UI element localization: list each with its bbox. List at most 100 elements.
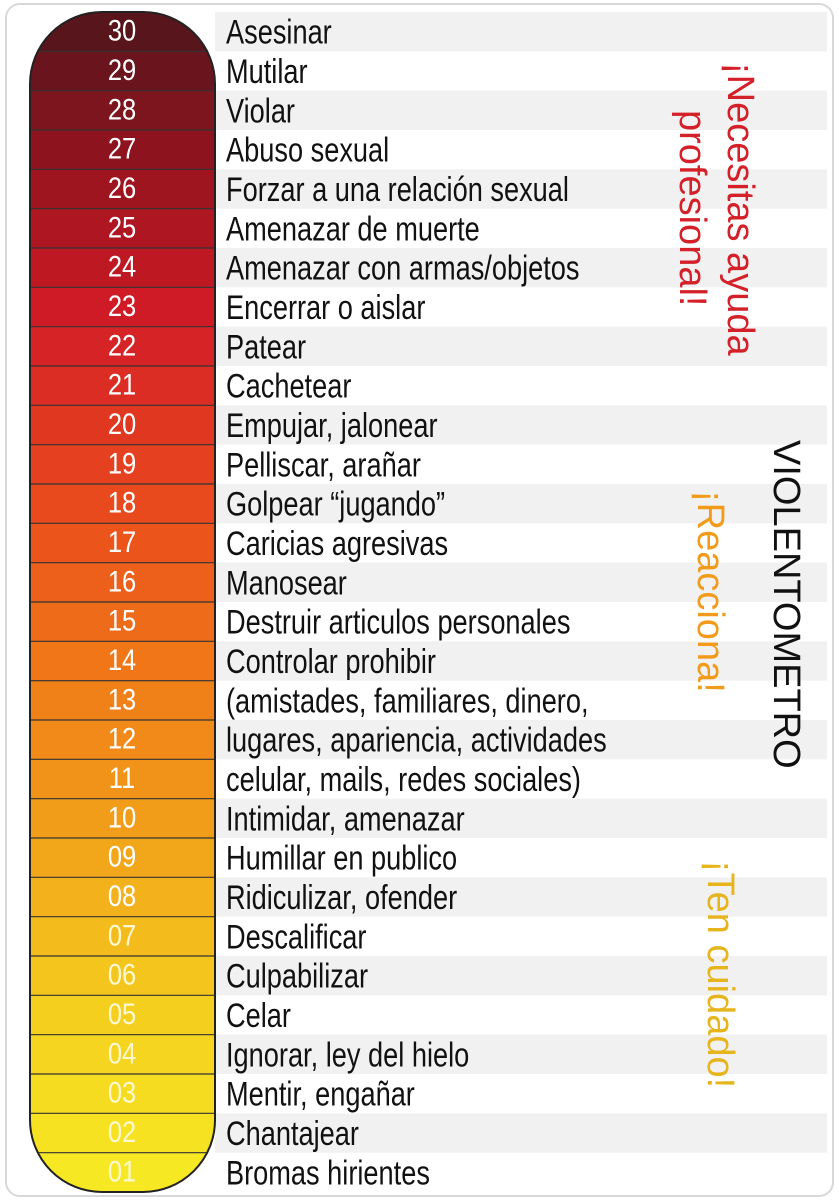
level-number: 25 xyxy=(108,210,136,243)
row-stripe xyxy=(215,248,827,288)
level-band xyxy=(30,1034,215,1075)
row-stripe xyxy=(215,405,827,445)
level-band xyxy=(30,877,215,918)
level-band xyxy=(30,916,215,957)
level-text: Asesinar xyxy=(226,13,332,52)
careful-note: ¡Ten cuidado! xyxy=(699,860,741,1088)
level-band xyxy=(30,838,215,878)
level-text: Patear xyxy=(226,327,306,366)
row-stripe xyxy=(215,1113,827,1153)
level-text: Golpear “jugando” xyxy=(226,485,445,524)
level-text: Forzar a una relación sexual xyxy=(226,170,569,209)
level-band xyxy=(30,287,215,328)
level-band xyxy=(30,444,215,485)
level-band xyxy=(30,248,215,288)
seek-help-line1: ¡Necesitas ayuda xyxy=(719,62,761,356)
level-band xyxy=(30,759,215,800)
level-band xyxy=(30,602,215,642)
level-text: Violar xyxy=(226,91,295,130)
level-text: Amenazar de muerte xyxy=(226,209,480,248)
level-text: Mutilar xyxy=(226,52,308,91)
level-number: 16 xyxy=(108,564,136,597)
level-band xyxy=(30,130,215,170)
level-number: 12 xyxy=(108,722,136,755)
level-band xyxy=(30,90,215,131)
bar-outline xyxy=(29,11,216,1193)
row-stripe xyxy=(215,90,827,130)
level-band xyxy=(30,641,215,682)
level-number: 24 xyxy=(108,250,136,283)
seek-help-line2: profesional! xyxy=(671,110,713,306)
level-number: 02 xyxy=(108,1115,136,1148)
level-text: Descalificar xyxy=(226,917,366,956)
row-stripe xyxy=(215,1034,827,1074)
level-number: 20 xyxy=(108,407,136,440)
level-band xyxy=(30,208,215,249)
row-stripe xyxy=(215,798,827,838)
level-number: 18 xyxy=(108,486,136,519)
level-text: Ignorar, ley del hielo xyxy=(226,1035,469,1074)
level-band xyxy=(30,1074,215,1114)
level-number: 23 xyxy=(108,289,136,322)
level-band xyxy=(30,484,215,524)
level-band xyxy=(30,1113,215,1154)
level-text: Encerrar o aislar xyxy=(226,288,425,327)
level-text: Intimidar, amenazar xyxy=(226,799,465,838)
level-number: 30 xyxy=(108,14,136,47)
level-number: 14 xyxy=(108,643,136,676)
row-stripe xyxy=(215,484,827,524)
level-text: Cachetear xyxy=(226,367,351,406)
level-band xyxy=(30,169,215,210)
row-stripe xyxy=(215,956,827,996)
level-band xyxy=(30,326,215,367)
row-stripe xyxy=(215,326,827,366)
level-number: 10 xyxy=(108,800,136,833)
level-number: 21 xyxy=(108,368,136,401)
row-stripe xyxy=(215,169,827,209)
level-text: Amenazar con armas/objetos xyxy=(226,249,580,288)
level-text: Empujar, jalonear xyxy=(226,406,438,445)
level-text: Humillar en publico xyxy=(226,839,457,878)
title: VIOLENTOMETRO xyxy=(765,440,807,769)
side-notes: ¡Necesitas ayuda profesional! VIOLENTOME… xyxy=(671,62,807,1088)
level-band xyxy=(30,523,215,564)
row-stripe xyxy=(215,641,827,681)
level-number: 04 xyxy=(108,1036,136,1069)
level-number: 07 xyxy=(108,918,136,951)
level-text: Bromas hirientes xyxy=(226,1153,430,1192)
level-text: Chantajear xyxy=(226,1114,359,1153)
level-band xyxy=(30,366,215,406)
row-stripe xyxy=(215,12,827,52)
level-band xyxy=(30,995,215,1036)
level-text: Ridiculizar, ofender xyxy=(226,878,457,917)
level-band xyxy=(30,680,215,721)
level-band xyxy=(30,720,215,760)
level-text: Abuso sexual xyxy=(226,131,389,170)
level-number: 06 xyxy=(108,958,136,991)
level-band xyxy=(30,562,215,603)
level-number: 26 xyxy=(108,171,136,204)
level-number: 01 xyxy=(108,1154,136,1187)
row-stripe xyxy=(215,720,827,760)
level-band xyxy=(30,405,215,446)
level-number: 22 xyxy=(108,328,136,361)
level-band xyxy=(30,956,215,996)
row-stripe xyxy=(215,562,827,602)
level-text: Caricias agresivas xyxy=(226,524,448,563)
level-number: 05 xyxy=(108,997,136,1030)
level-number: 17 xyxy=(108,525,136,558)
level-number: 28 xyxy=(108,92,136,125)
row-stripe xyxy=(215,877,827,917)
level-text: (amistades, familiares, dinero, xyxy=(226,681,589,720)
level-number: 03 xyxy=(108,1076,136,1109)
level-number: 29 xyxy=(108,53,136,86)
level-number: 13 xyxy=(108,682,136,715)
level-number: 15 xyxy=(108,604,136,637)
level-text: Culpabilizar xyxy=(226,957,368,996)
level-text: Celar xyxy=(226,996,291,1035)
level-text: celular, mails, redes sociales) xyxy=(226,760,581,799)
react-note: ¡Reacciona! xyxy=(689,490,731,693)
level-band xyxy=(30,798,215,839)
level-number: 27 xyxy=(108,132,136,165)
